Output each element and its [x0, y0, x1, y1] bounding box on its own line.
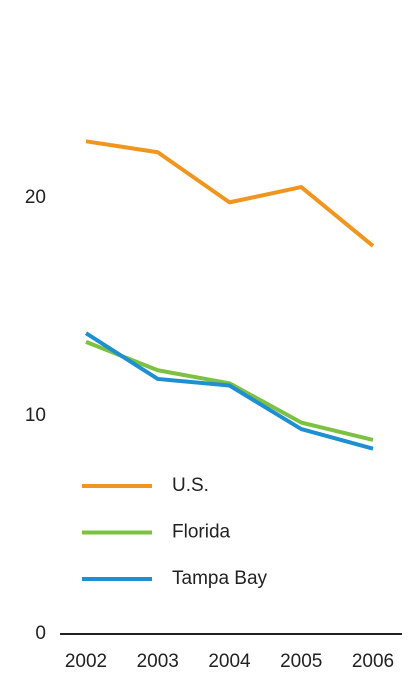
series-line	[84, 331, 374, 451]
x-tick-label: 2003	[137, 651, 179, 672]
x-tick-label: 2002	[65, 651, 107, 672]
legend-label: U.S.	[172, 475, 209, 496]
x-tick-label: 2006	[352, 651, 394, 672]
y-tick-label: 10	[25, 405, 46, 426]
x-tick-label: 2005	[280, 651, 322, 672]
series-line	[85, 139, 375, 248]
legend-label: Tampa Bay	[172, 568, 268, 589]
y-tick-label: 0	[35, 623, 46, 644]
series-line	[85, 340, 374, 442]
y-tick-label: 20	[25, 187, 46, 208]
legend-label: Florida	[172, 522, 231, 543]
x-tick-label: 2004	[208, 651, 251, 672]
